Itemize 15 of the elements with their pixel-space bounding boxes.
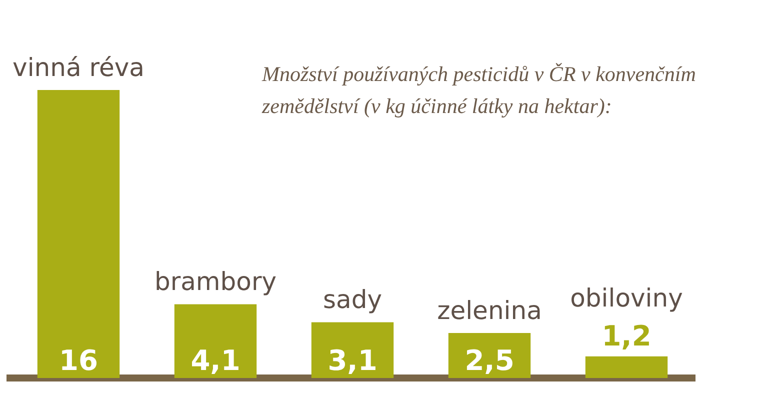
data-label: 16	[59, 344, 98, 377]
data-label: 4,1	[190, 344, 240, 377]
data-label: 2,5	[464, 344, 514, 377]
x-tick-label: brambory	[154, 267, 277, 296]
x-tick-label: sady	[322, 285, 382, 314]
chart-title: Množství používaných pesticidů v ČR v konvenčním zemědělství (v kg účinné látky na hektar):	[262, 61, 697, 120]
bar	[311, 322, 394, 378]
bar	[37, 90, 120, 378]
data-label: 3,1	[328, 344, 378, 377]
x-tick-label: zelenina	[437, 296, 542, 325]
x-tick-label: vinná réva	[12, 53, 144, 82]
x-tick-label: obiloviny	[570, 283, 684, 312]
data-label: 1,2	[602, 320, 652, 353]
bar	[585, 356, 668, 378]
bar	[174, 304, 257, 378]
